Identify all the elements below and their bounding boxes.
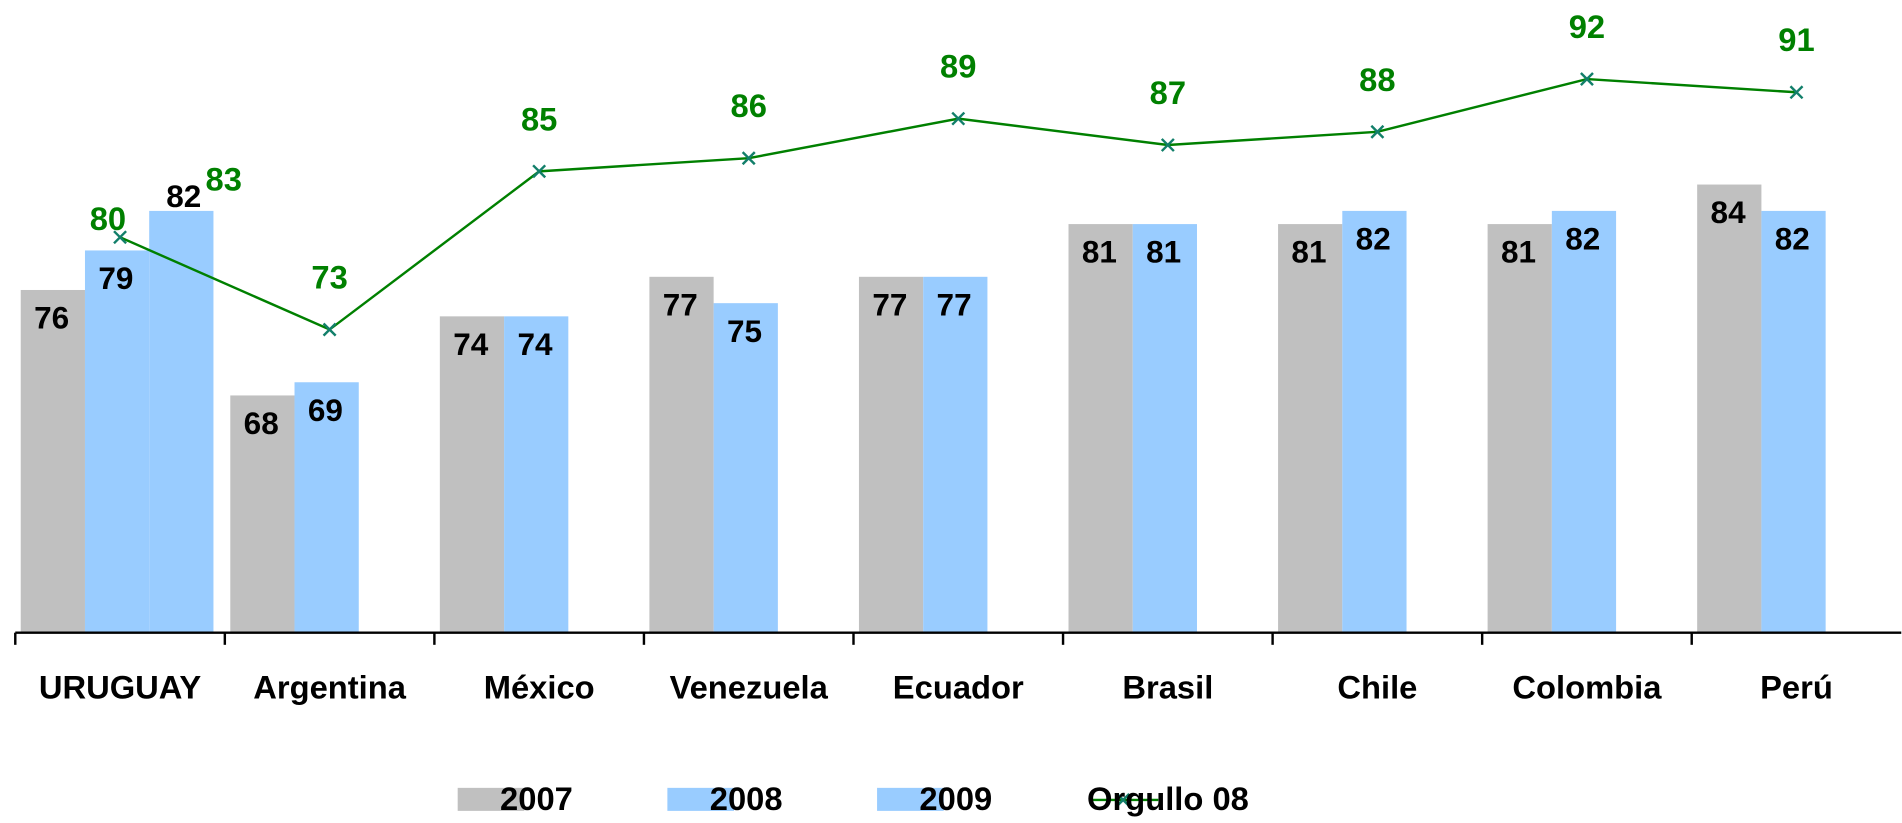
bar xyxy=(149,210,214,633)
bar xyxy=(230,395,295,633)
bar xyxy=(649,276,714,633)
legend-swatch xyxy=(667,787,735,811)
bar-value-label: 82 xyxy=(1565,221,1600,257)
line-marker xyxy=(1370,124,1385,139)
x-tick-label: URUGUAY xyxy=(39,668,202,705)
bar-value-label: 68 xyxy=(244,405,279,441)
bar xyxy=(504,316,569,633)
bar xyxy=(858,276,924,633)
bar xyxy=(20,289,85,633)
x-tick-label: Ecuador xyxy=(893,668,1024,705)
bar xyxy=(1697,184,1762,633)
bar xyxy=(923,276,988,633)
x-tick-label: Venezuela xyxy=(670,668,829,705)
bar-value-label: 81 xyxy=(1082,234,1117,270)
line-value-label: 89 xyxy=(940,48,976,85)
legend-label: 2008 xyxy=(710,780,783,817)
line-value-label: 92 xyxy=(1569,8,1605,45)
legend-swatch xyxy=(877,787,944,811)
bar-value-label: 77 xyxy=(872,286,907,322)
x-tick-label: Brasil xyxy=(1122,668,1213,705)
bar-value-label: 82 xyxy=(166,178,201,214)
bar xyxy=(439,316,505,633)
bar xyxy=(1487,224,1552,633)
x-tick-label: Perú xyxy=(1760,668,1833,705)
line-value-label: 91 xyxy=(1778,21,1814,58)
line-value-label: 88 xyxy=(1359,61,1395,98)
x-tick-label: Chile xyxy=(1337,668,1417,705)
bar-value-label: 74 xyxy=(517,326,553,362)
line-marker xyxy=(1789,85,1804,100)
bar xyxy=(1761,210,1826,633)
line-value-label: 73 xyxy=(311,258,347,295)
line-marker xyxy=(322,322,337,337)
bar-value-label: 77 xyxy=(937,286,972,322)
annotation: 83 xyxy=(206,160,242,197)
bar-value-label: 82 xyxy=(1356,221,1391,257)
bar xyxy=(1068,224,1133,633)
bar-value-label: 75 xyxy=(727,313,762,349)
bar-value-label: 81 xyxy=(1501,234,1536,270)
x-tick-label: Colombia xyxy=(1512,668,1662,705)
bar-value-label: 69 xyxy=(308,392,343,428)
x-tick-label: México xyxy=(484,668,595,705)
line-marker xyxy=(1160,138,1175,152)
bar-value-label: 79 xyxy=(98,260,133,296)
bar xyxy=(1551,210,1617,633)
line-value-label: 85 xyxy=(521,100,557,137)
bar-value-label: 81 xyxy=(1146,234,1181,270)
bar xyxy=(84,250,150,633)
line-value-label: 86 xyxy=(731,87,767,124)
line-marker xyxy=(1580,72,1594,87)
x-tick-label: Argentina xyxy=(253,668,407,705)
legend-label: 2007 xyxy=(500,780,573,817)
line-marker xyxy=(741,151,756,166)
line-marker xyxy=(113,230,127,245)
bar xyxy=(294,382,359,633)
bar-value-label: 84 xyxy=(1711,194,1747,230)
legend-swatch xyxy=(457,787,525,811)
bar-value-label: 77 xyxy=(663,286,698,322)
line-value-label: 87 xyxy=(1150,74,1186,111)
bar-value-label: 82 xyxy=(1775,221,1810,257)
bar xyxy=(1278,224,1343,633)
line-marker xyxy=(951,111,966,126)
bar-value-label: 76 xyxy=(34,300,69,336)
bar xyxy=(1132,224,1197,633)
legend-marker xyxy=(1116,793,1131,807)
bar xyxy=(713,303,778,633)
bar-value-label: 81 xyxy=(1291,234,1326,270)
line-value-label: 80 xyxy=(90,200,126,237)
legend-label: 2009 xyxy=(919,780,992,817)
line-marker xyxy=(532,164,547,179)
bar-value-label: 74 xyxy=(453,326,489,362)
legend-label: Orgullo 08 xyxy=(1087,780,1249,817)
bar xyxy=(1342,210,1407,633)
